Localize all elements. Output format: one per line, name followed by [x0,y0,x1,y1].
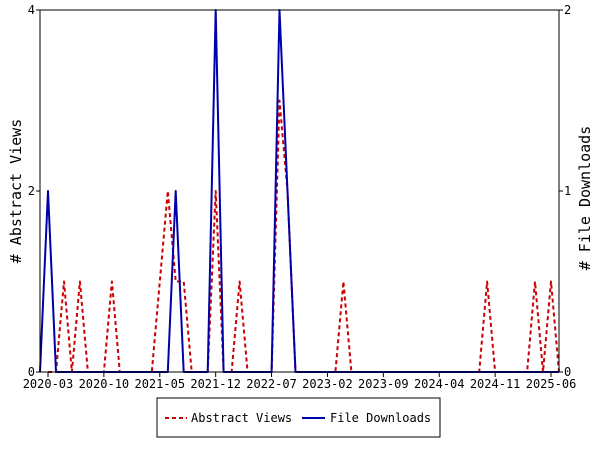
legend-label-abstract-views: Abstract Views [191,411,292,425]
x-tick-label-0: 2020-03 [23,377,74,391]
y-right-tick-label-1: 1 [564,184,571,198]
x-tick-label-3: 2021-12 [190,377,241,391]
series-line-0 [48,99,560,373]
legend: Abstract Views File Downloads [156,397,441,438]
x-tick-label-2: 2021-05 [134,377,185,391]
y-left-tick-label-2: 4 [28,3,35,17]
y-right-axis-label: # File Downloads [576,126,594,271]
x-tick-label-9: 2025-06 [526,377,577,391]
y-right-tick-label-2: 2 [564,3,571,17]
y-left-tick-label-0: 0 [28,365,35,379]
x-tick-label-5: 2023-02 [302,377,353,391]
y-right-tick-label-0: 0 [564,365,571,379]
tick-layer: 2020-03 2020-10 2021-05 2021-12 2022-07 2023-… [23,3,577,391]
x-tick-label-7: 2024-04 [414,377,465,391]
y-left-axis-label: # Abstract Views [7,119,25,264]
x-tick-label-1: 2020-10 [79,377,130,391]
x-tick-label-4: 2022-07 [246,377,297,391]
plot-frame [39,9,560,373]
x-tick-label-8: 2024-11 [470,377,521,391]
y-left-tick-label-1: 2 [28,184,35,198]
legend-label-file-downloads: File Downloads [330,411,431,425]
legend-box [156,397,441,438]
x-tick-label-6: 2023-09 [358,377,409,391]
series-layer [39,9,560,373]
series-line-1 [39,9,559,373]
